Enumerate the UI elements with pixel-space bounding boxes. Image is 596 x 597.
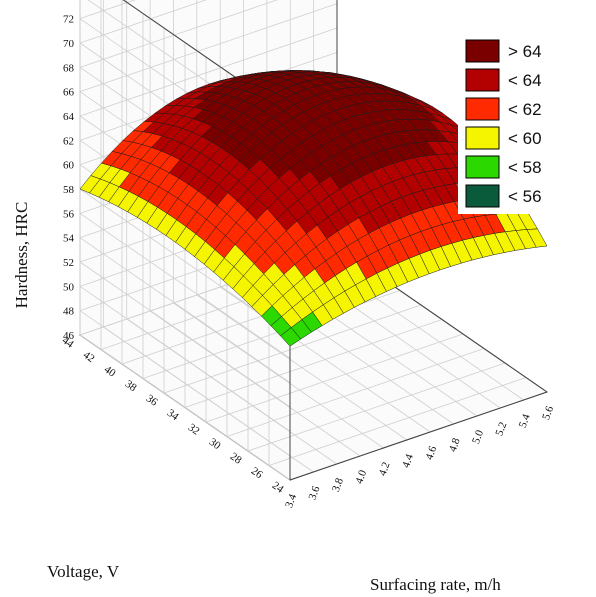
legend-label: < 56 [508, 187, 542, 206]
x-tick-label: 5.0 [470, 428, 486, 445]
gridline [79, 0, 278, 68]
legend-swatch [465, 97, 500, 121]
legend-label: < 60 [508, 129, 542, 148]
legend-label: < 62 [508, 100, 542, 119]
z-axis-title: Hardness, HRC [12, 202, 31, 309]
legend-label: > 64 [508, 42, 542, 61]
y-tick-label: 40 [102, 363, 118, 379]
z-tick-label: 46 [63, 330, 75, 342]
z-tick-label: 66 [63, 87, 75, 99]
z-tick-label: 64 [63, 111, 75, 123]
x-tick-label: 4.0 [353, 468, 369, 485]
gridline [79, 3, 338, 93]
box-edge [289, 391, 548, 481]
y-tick-label: 26 [249, 465, 265, 481]
legend: > 64 < 64 < 62 < 60 < 58 < 56 [458, 32, 568, 214]
z-tick-label: 50 [63, 281, 75, 293]
x-tick-label: 5.6 [540, 404, 556, 421]
z-tick-label: 68 [63, 62, 75, 74]
x-tick-label: 3.8 [330, 476, 346, 493]
legend-label: < 64 [508, 71, 542, 90]
legend-swatch [465, 155, 500, 179]
legend-swatch [465, 68, 500, 92]
z-tick-label: 74 [63, 0, 75, 1]
legend-label: < 58 [508, 158, 542, 177]
gridline [79, 27, 338, 117]
y-tick-label: 34 [165, 407, 181, 423]
gridline [247, 362, 506, 452]
z-tick-label: 54 [63, 233, 75, 245]
axis-ticks: 4648505254565860626466687072747624262830… [60, 0, 557, 509]
x-tick-label: 4.4 [400, 452, 416, 469]
x-tick-label: 4.6 [423, 444, 439, 461]
gridline [163, 304, 422, 394]
legend-swatch [465, 126, 500, 150]
gridline [205, 333, 464, 423]
gridline [184, 319, 443, 408]
legend-swatch [465, 184, 500, 208]
y-tick-label: 28 [228, 450, 244, 466]
x-tick-label: 5.4 [517, 412, 533, 429]
gridline [79, 0, 207, 44]
y-tick-label: 38 [123, 378, 139, 394]
x-axis-title: Surfacing rate, m/h [370, 575, 501, 594]
y-tick-label: 24 [270, 479, 286, 495]
x-tick-label: 3.4 [283, 492, 299, 509]
z-tick-label: 48 [63, 306, 75, 318]
y-axis-title: Voltage, V [47, 562, 120, 581]
z-tick-label: 72 [63, 14, 74, 26]
gridline [226, 348, 485, 437]
legend-swatch [465, 39, 500, 63]
gridline [79, 0, 136, 20]
z-tick-label: 60 [63, 160, 75, 172]
z-tick-label: 70 [63, 38, 75, 50]
x-tick-label: 4.2 [377, 460, 393, 477]
x-tick-label: 4.8 [447, 436, 463, 453]
z-tick-label: 58 [63, 184, 75, 196]
z-tick-label: 52 [63, 257, 74, 269]
y-tick-label: 30 [207, 436, 223, 452]
x-tick-label: 3.6 [307, 484, 323, 501]
gridline [268, 377, 527, 466]
z-tick-label: 62 [63, 135, 74, 147]
x-tick-label: 5.2 [493, 420, 509, 437]
z-tick-label: 56 [63, 208, 75, 220]
y-tick-label: 36 [144, 392, 160, 408]
y-tick-label: 32 [186, 421, 202, 437]
surface-cell [280, 327, 302, 347]
y-tick-label: 42 [81, 349, 97, 365]
